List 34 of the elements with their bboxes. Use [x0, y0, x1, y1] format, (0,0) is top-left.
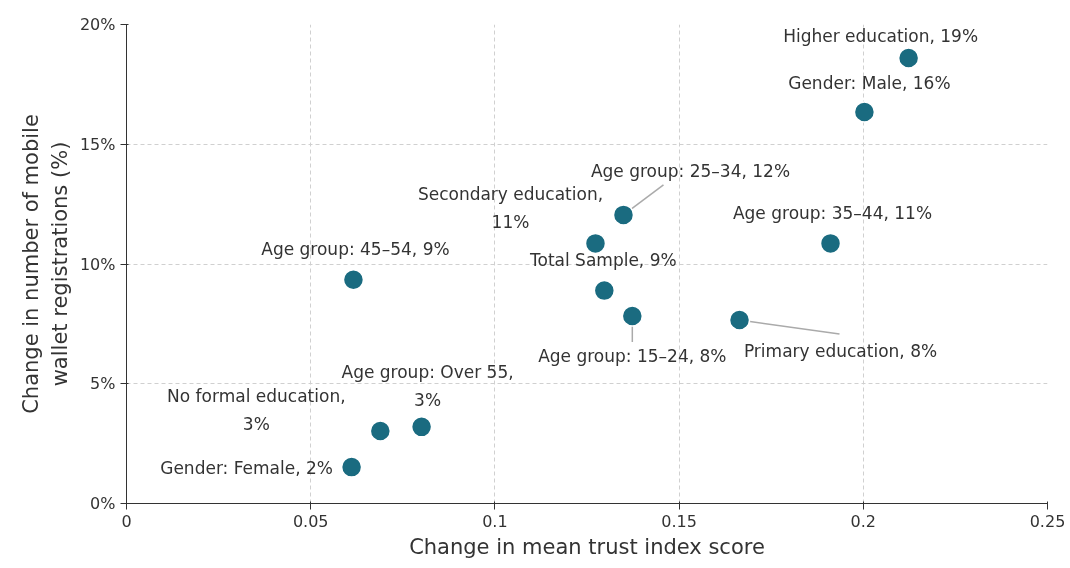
point — [340, 456, 363, 478]
annotation: Age group: 25–34, 12% — [590, 160, 791, 181]
y-tick-label: 20% — [79, 15, 116, 34]
annotation: Higher education, 19% — [783, 26, 979, 47]
x-tick-label: 0.1 — [482, 511, 508, 531]
annotation: Gender: Female, 2% — [160, 458, 333, 479]
annotation: Age group: 35–44, 11% — [732, 203, 933, 224]
point — [612, 204, 635, 226]
x-tick-label: 0.25 — [1029, 511, 1066, 531]
point — [897, 47, 920, 69]
annotation: Total Sample, 9% — [529, 249, 677, 270]
point — [819, 232, 842, 255]
point — [369, 420, 392, 442]
point — [342, 269, 365, 291]
x-tick-label: 0.15 — [661, 511, 697, 531]
annotation: Primary education, 8% — [743, 341, 938, 362]
annotation: Secondary education, 11% — [417, 184, 604, 233]
x-tick-label: 0.2 — [850, 511, 877, 531]
x-tick-label: 0 — [121, 511, 132, 531]
x-tick-label: 0.05 — [292, 511, 329, 531]
y-tick-label: 0% — [90, 494, 116, 513]
point — [593, 279, 616, 302]
point — [410, 416, 433, 438]
point — [621, 305, 644, 327]
point — [728, 309, 751, 331]
annotation: Age group: 45–54, 9% — [261, 238, 450, 259]
y-axis-title: Change in number of mobile wallet registrations (%) — [19, 114, 72, 414]
annotation: Gender: Male, 16% — [788, 72, 951, 93]
x-axis-title: Change in mean trust index score — [409, 534, 765, 559]
y-tick-label: 5% — [90, 374, 116, 394]
annotation: Age group: 15–24, 8% — [538, 345, 727, 366]
y-tick-label: 15% — [79, 134, 116, 154]
y-tick-label: 10% — [79, 254, 116, 274]
point — [853, 101, 876, 123]
